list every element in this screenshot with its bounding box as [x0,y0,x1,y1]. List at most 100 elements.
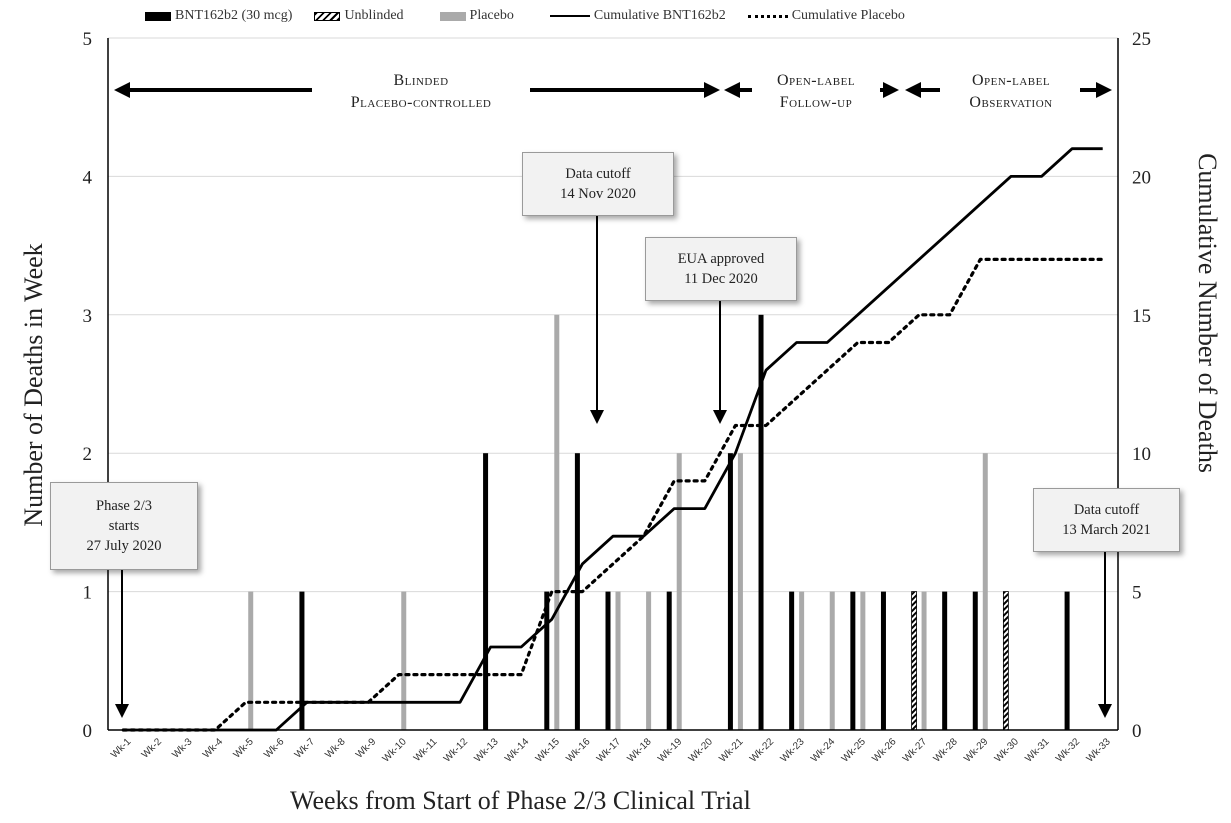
x-tick-label: Wk-10 [381,736,410,765]
x-tick-label: Wk-22 [748,736,777,765]
callout-cutoff1-line1: Data cutoff [565,166,631,182]
line-cumulative-placebo [121,257,1105,732]
bar-placebo [646,591,652,730]
bar-placebo [737,453,743,730]
bar-bnt [1064,591,1070,730]
callout-cutoff2-line2: 13 March 2021 [1062,522,1151,538]
y-left-tick-label: 3 [83,306,93,327]
span-observation-head-right [1096,82,1112,98]
span-followup-head-left [724,82,740,98]
legend-label-cum-bnt: Cumulative BNT162b2 [593,8,726,23]
line-cumulative-bnt [123,147,1103,732]
x-tick-label: Wk-17 [595,736,624,765]
y-left-tick-label: 0 [83,721,93,742]
annotation-arrows [114,82,1112,718]
x-tick-label: Wk-11 [412,736,440,764]
bar-placebo [248,591,254,730]
x-tick-label: Wk-32 [1054,736,1083,765]
bar-bnt [605,591,611,730]
x-tick-label: Wk-2 [140,736,165,761]
x-tick-label: Wk-30 [993,736,1022,765]
x-tick-label: Wk-4 [201,736,226,761]
legend-label-bnt: BNT162b2 (30 mcg) [175,8,293,23]
arrow-data-cutoff-1-head [590,410,604,424]
legend-label-placebo: Placebo [469,8,514,23]
bar-placebo [860,591,866,730]
x-tick-label: Wk-12 [442,736,471,765]
phase-label-blinded: Blinded Placebo-controlled [312,70,530,114]
x-tick-label: Wk-23 [779,736,808,765]
bar-unblinded [911,591,917,731]
gridlines [108,37,1118,593]
legend: BNT162b2 (30 mcg) Unblinded Placebo Cumu… [145,4,927,28]
bar-bnt [758,314,764,730]
bar-bnt [942,591,948,730]
bar-placebo [676,453,682,730]
x-tick-label: Wk-16 [564,736,593,765]
x-tick-label: Wk-19 [656,736,685,765]
callout-eua-line2: 11 Dec 2020 [684,271,758,287]
y-left-tick-label: 1 [83,583,93,604]
y-left-tick-label: 2 [83,444,93,465]
x-tick-label: Wk-33 [1085,736,1114,765]
phase-observation-line2: Observation [969,94,1053,111]
legend-swatch-bnt [145,11,171,21]
legend-swatch-cum-bnt [549,15,590,17]
x-tick-label: Wk-3 [170,736,195,761]
span-blinded-head-right [704,82,720,98]
span-followup-head-right [883,82,899,98]
x-tick-label: Wk-31 [1023,736,1052,765]
x-tick-label: Wk-13 [472,736,501,765]
bar-bnt [483,453,489,730]
callout-phase-start-line1: Phase 2/3 [96,498,152,514]
x-tick-label: Wk-14 [503,736,532,765]
x-tick-label: Wk-25 [840,736,869,765]
phase-label-openlabel: Open-label Follow-up [752,70,880,114]
y-right-tick-label: 20 [1132,167,1151,188]
x-tick-label: Wk-8 [323,736,348,761]
callout-data-cutoff-1: Data cutoff 14 Nov 2020 [522,152,674,216]
bar-bnt [666,591,672,730]
bar-bnt [972,591,978,730]
bar-bnt [727,453,733,730]
callout-cutoff1-line2: 14 Nov 2020 [560,186,636,202]
y-axis-right-title: Cumulative Number of Deaths [1193,153,1222,473]
phase-openlabel-line1: Open-label [776,72,856,89]
bar-bnt [880,591,886,730]
callout-phase-start-line3: 27 July 2020 [86,538,162,554]
bar-placebo [921,591,927,730]
callout-eua-line1: EUA approved [677,251,765,267]
bar-placebo [982,453,988,730]
y-left-tick-label: 4 [83,167,93,188]
arrow-eua-head [713,410,727,424]
x-tick-label: Wk-18 [626,736,655,765]
legend-item-cum-placebo: Cumulative Placebo [747,8,905,24]
x-axis-title: Weeks from Start of Phase 2/3 Clinical T… [290,786,751,815]
x-tick-label: Wk-9 [354,736,379,761]
bar-bnt [299,591,305,730]
legend-label-unblinded: Unblinded [344,8,404,23]
axes [107,38,1119,731]
y-axis-left-title: Number of Deaths in Week [19,243,48,527]
x-tick-label: Wk-5 [232,736,257,761]
phase-observation-line1: Open-label [971,72,1051,89]
callout-cutoff2-line1: Data cutoff [1073,502,1140,518]
bar-placebo [615,591,621,730]
y-right-tick-label: 10 [1132,444,1151,465]
phase-blinded-line1: Blinded [393,72,449,89]
cumulative-lines [121,147,1105,732]
legend-item-placebo: Placebo [439,8,514,24]
x-tick-label: Wk-6 [262,736,287,761]
x-tick-label: Wk-28 [932,736,961,765]
callout-phase-start-line2: starts [108,518,140,534]
bar-bnt [789,591,795,730]
bar-placebo [401,591,407,730]
phase-openlabel-line2: Follow-up [779,94,853,111]
callout-data-cutoff-2: Data cutoff 13 March 2021 [1033,488,1180,552]
bar-placebo [554,314,560,730]
span-observation-head-left [905,82,921,98]
y-left-tick-label: 5 [83,29,93,50]
legend-item-bnt: BNT162b2 (30 mcg) [145,8,292,24]
callout-eua: EUA approved 11 Dec 2020 [645,237,797,301]
